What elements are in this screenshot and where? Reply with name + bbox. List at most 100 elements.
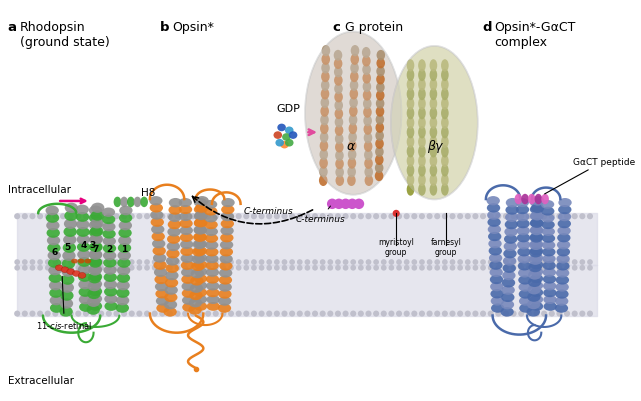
Circle shape [312, 259, 318, 265]
Circle shape [14, 311, 21, 317]
Ellipse shape [362, 73, 371, 84]
Ellipse shape [441, 69, 449, 82]
Circle shape [22, 265, 28, 271]
Circle shape [106, 259, 112, 265]
Ellipse shape [376, 99, 385, 109]
Ellipse shape [504, 235, 517, 244]
Ellipse shape [320, 115, 329, 126]
Circle shape [564, 259, 570, 265]
Circle shape [106, 311, 112, 317]
Ellipse shape [487, 196, 500, 206]
Ellipse shape [418, 184, 426, 196]
Ellipse shape [335, 134, 344, 145]
Circle shape [365, 311, 372, 317]
Text: 7: 7 [92, 245, 99, 253]
Ellipse shape [321, 72, 329, 83]
Circle shape [83, 214, 89, 220]
Circle shape [213, 265, 219, 271]
Ellipse shape [363, 99, 372, 110]
Circle shape [98, 259, 104, 265]
Ellipse shape [78, 273, 86, 279]
Ellipse shape [89, 294, 102, 304]
Ellipse shape [515, 194, 522, 205]
Circle shape [510, 214, 517, 220]
Circle shape [480, 265, 486, 271]
Circle shape [358, 265, 363, 271]
Ellipse shape [220, 234, 233, 243]
Text: 1: 1 [121, 245, 127, 253]
Ellipse shape [530, 198, 543, 207]
Circle shape [342, 311, 349, 317]
Ellipse shape [321, 55, 330, 66]
Circle shape [297, 259, 303, 265]
Ellipse shape [220, 248, 233, 257]
Circle shape [60, 311, 66, 317]
Ellipse shape [115, 303, 129, 313]
Circle shape [22, 214, 28, 220]
Ellipse shape [118, 236, 131, 246]
Text: 2: 2 [106, 245, 113, 253]
Circle shape [29, 259, 35, 265]
Ellipse shape [418, 136, 426, 149]
Circle shape [152, 265, 158, 271]
Circle shape [334, 199, 344, 210]
Ellipse shape [306, 33, 401, 195]
Circle shape [412, 259, 417, 265]
Circle shape [312, 311, 318, 317]
Ellipse shape [119, 206, 133, 216]
Ellipse shape [140, 197, 148, 208]
Circle shape [503, 259, 509, 265]
Ellipse shape [322, 46, 330, 57]
Circle shape [449, 214, 456, 220]
Text: myristoyl
group: myristoyl group [378, 237, 414, 257]
Circle shape [37, 265, 43, 271]
Circle shape [281, 265, 287, 271]
Ellipse shape [192, 255, 205, 264]
Circle shape [281, 259, 287, 265]
Ellipse shape [376, 131, 384, 142]
Ellipse shape [543, 268, 556, 277]
Ellipse shape [320, 106, 329, 117]
Ellipse shape [155, 290, 169, 299]
Circle shape [503, 311, 509, 317]
Ellipse shape [152, 239, 165, 249]
Ellipse shape [319, 158, 328, 169]
Circle shape [159, 214, 165, 220]
Ellipse shape [89, 206, 102, 216]
Circle shape [205, 259, 211, 265]
Ellipse shape [375, 139, 384, 150]
Ellipse shape [89, 250, 102, 260]
Circle shape [328, 265, 333, 271]
Ellipse shape [418, 127, 426, 139]
Circle shape [90, 311, 97, 317]
Circle shape [90, 214, 97, 220]
Ellipse shape [490, 282, 503, 292]
Ellipse shape [113, 197, 121, 208]
Circle shape [534, 259, 539, 265]
Circle shape [258, 311, 265, 317]
Ellipse shape [204, 221, 218, 230]
Ellipse shape [61, 267, 69, 273]
Circle shape [137, 214, 142, 220]
Circle shape [495, 214, 501, 220]
Ellipse shape [556, 255, 570, 264]
Ellipse shape [117, 251, 131, 261]
Circle shape [396, 214, 402, 220]
Ellipse shape [530, 219, 544, 228]
Ellipse shape [556, 276, 569, 285]
Ellipse shape [334, 51, 342, 61]
Ellipse shape [530, 295, 543, 304]
Ellipse shape [156, 304, 170, 313]
Ellipse shape [376, 115, 384, 126]
Ellipse shape [78, 265, 91, 275]
Ellipse shape [274, 132, 282, 140]
Ellipse shape [558, 220, 571, 229]
Circle shape [396, 265, 402, 271]
Circle shape [503, 265, 509, 271]
Circle shape [526, 214, 532, 220]
Ellipse shape [530, 254, 543, 263]
Ellipse shape [489, 261, 503, 270]
Ellipse shape [79, 295, 92, 305]
Ellipse shape [501, 308, 514, 317]
Ellipse shape [150, 211, 163, 220]
